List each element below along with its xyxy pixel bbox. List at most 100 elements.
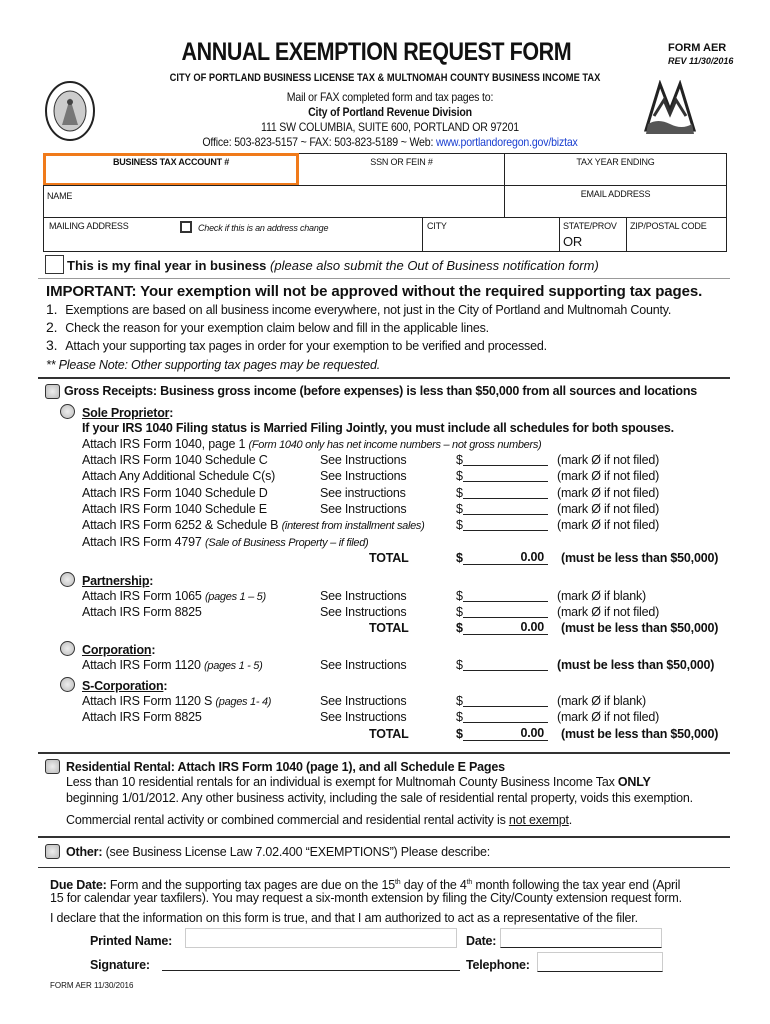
name-field[interactable]: NAME [43, 185, 505, 218]
printed-name-input[interactable] [185, 928, 457, 948]
see-instructions: See Instructions [320, 502, 407, 516]
due-date-line-1: Due Date: Form and the supporting tax pa… [50, 875, 680, 893]
total-value[interactable]: 0.00 [463, 620, 548, 635]
address-change-label: Check if this is an address change [198, 223, 329, 233]
dollar-sign: $ [456, 453, 463, 467]
address-change-checkbox[interactable] [180, 221, 192, 233]
dollar-sign: $ [456, 727, 463, 741]
sole-heading: Sole Proprietor: [82, 405, 173, 421]
email-label: EMAIL ADDRESS [580, 189, 651, 199]
form-note: (pages 1- 4) [215, 696, 272, 708]
telephone-input[interactable] [537, 952, 663, 972]
dollar-sign: $ [456, 710, 463, 724]
total-label: TOTAL [369, 621, 409, 635]
corporation-heading: Corporation: [82, 642, 155, 658]
mail-instruction: Mail or FAX completed form and tax pages… [286, 90, 494, 104]
partnership-colon: : [149, 574, 154, 588]
attach-row-label: Attach IRS Form 1120 (pages 1 - 5) [82, 657, 263, 674]
period: . [568, 813, 573, 827]
signature-line[interactable] [162, 957, 460, 971]
zip-field[interactable]: ZIP/POSTAL CODE [626, 217, 727, 252]
final-year-checkbox[interactable] [45, 255, 64, 274]
final-year-note: (please also submit the Out of Business … [270, 258, 599, 273]
attach-row-label: Attach IRS Form 1040 Schedule D [82, 485, 268, 501]
see-instructions: See instructions [320, 486, 406, 500]
state-field[interactable]: STATE/PROV OR [559, 217, 627, 252]
business-tax-account-field[interactable]: BUSINESS TAX ACCOUNT # [43, 153, 299, 186]
form-note: (Sale of Business Property – if filed) [204, 537, 369, 549]
partnership-label: Partnership [82, 574, 150, 588]
amount-input[interactable] [463, 657, 548, 671]
divider [38, 836, 730, 838]
mark-note: (mark Ø if not filed) [557, 605, 660, 619]
total-note: (must be less than $50,000) [561, 621, 719, 635]
dollar-sign: $ [456, 502, 463, 516]
amount-input[interactable] [463, 468, 548, 482]
see-instructions: See Instructions [320, 589, 407, 603]
scorp-radio[interactable] [60, 677, 75, 692]
attach-1040: Attach IRS Form 1040, page 1 (Form 1040 … [82, 436, 542, 453]
rental-text: Less than 10 residential rentals for an … [66, 775, 618, 789]
city-field[interactable]: CITY [422, 217, 560, 252]
dollar-sign: $ [456, 469, 463, 483]
mailing-address-label: MAILING ADDRESS [49, 221, 129, 231]
city-label: CITY [427, 221, 447, 231]
form-name: Attach IRS Form 1120 [82, 658, 205, 672]
email-field[interactable]: EMAIL ADDRESS [504, 185, 727, 218]
corporation-radio[interactable] [60, 641, 75, 656]
ssn-fein-label: SSN OR FEIN # [370, 157, 433, 167]
form-note: (pages 1 – 5) [204, 591, 266, 603]
attach-4797: Attach IRS Form 4797 (Sale of Business P… [82, 534, 369, 551]
rental-line-3: Commercial rental activity or combined c… [66, 812, 572, 828]
form-name: Attach IRS Form 1120 S [82, 694, 216, 708]
due-date-line-2: 15 for calendar year taxfilers). You may… [50, 891, 682, 905]
total-value[interactable]: 0.00 [463, 550, 548, 565]
see-instructions: See Instructions [320, 469, 407, 483]
sole-radio[interactable] [60, 404, 75, 419]
amount-input[interactable] [463, 693, 548, 707]
date-input[interactable] [500, 928, 662, 948]
dollar-sign: $ [456, 486, 463, 500]
rental-line-1: Less than 10 residential rentals for an … [66, 774, 651, 790]
rental-only: ONLY [617, 775, 651, 789]
item-number: 1. [46, 301, 58, 317]
form-note: (Form 1040 only has net income numbers –… [248, 439, 542, 451]
mark-note: (mark Ø if not filed) [557, 502, 660, 516]
scorp-heading: S-Corporation: [82, 678, 168, 694]
amount-input[interactable] [463, 485, 548, 499]
other-label: Other: [66, 845, 103, 859]
form-name: Attach IRS Form 1040 Schedule D [82, 486, 268, 500]
other-radio[interactable] [45, 844, 60, 859]
amount-input[interactable] [463, 604, 548, 618]
total-note: (must be less than $50,000) [561, 551, 719, 565]
please-note: ** Please Note: Other supporting tax pag… [46, 358, 381, 372]
mailing-address-field[interactable]: MAILING ADDRESS Check if this is an addr… [43, 217, 423, 252]
divider [38, 377, 730, 379]
see-instructions: See Instructions [320, 710, 407, 724]
residential-rental-radio[interactable] [45, 759, 60, 774]
form-note: (interest from installment sales) [281, 520, 425, 532]
mark-note: (mark Ø if blank) [557, 589, 646, 603]
tax-year-ending-field[interactable]: TAX YEAR ENDING [504, 153, 727, 186]
amount-input[interactable] [463, 452, 548, 466]
important-item: 3. Attach your supporting tax pages in or… [46, 337, 547, 354]
amount-input[interactable] [463, 501, 548, 515]
business-tax-account-label: BUSINESS TAX ACCOUNT # [112, 157, 230, 167]
amount-input[interactable] [463, 517, 548, 531]
form-note: (pages 1 - 5) [204, 660, 263, 672]
total-value[interactable]: 0.00 [463, 726, 548, 741]
partnership-radio[interactable] [60, 572, 75, 587]
amount-input[interactable] [463, 709, 548, 723]
total-label: TOTAL [369, 551, 409, 565]
website-link[interactable]: www.portlandoregon.gov/biztax [435, 135, 578, 149]
sup: th [466, 879, 473, 886]
printed-name-label: Printed Name: [90, 934, 173, 948]
sup: th [394, 879, 401, 886]
attach-row-label: Attach Any Additional Schedule C(s) [82, 468, 275, 484]
ssn-fein-field[interactable]: SSN OR FEIN # [298, 153, 505, 186]
gross-receipts-radio[interactable] [45, 384, 60, 399]
mark-note: (mark Ø if not filed) [557, 518, 660, 532]
amount-input[interactable] [463, 588, 548, 602]
date-label: Date: [466, 934, 497, 948]
partnership-heading: Partnership: [82, 573, 153, 589]
